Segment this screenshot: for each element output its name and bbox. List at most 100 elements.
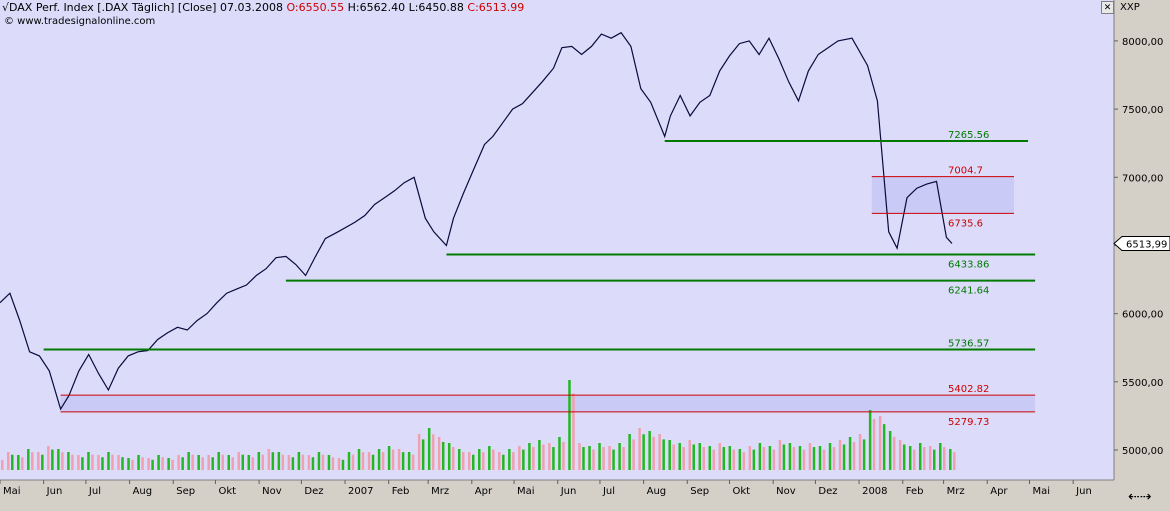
- x-tick-label: Okt: [218, 486, 236, 497]
- volume-bar: [11, 454, 14, 470]
- source-credit: © www.tradesignalonline.com: [4, 16, 156, 27]
- volume-bar: [431, 434, 435, 470]
- volume-bar: [7, 452, 10, 470]
- volume-bar: [381, 452, 385, 470]
- volume-bar: [692, 444, 695, 470]
- volume-bar: [161, 457, 164, 470]
- x-tick-label: Dez: [818, 486, 837, 497]
- chart-title: √DAX Perf. Index [.DAX Täglich] [Close] …: [2, 1, 287, 14]
- volume-bar: [461, 452, 465, 470]
- volume-bar: [612, 449, 615, 470]
- volume-bar: [107, 452, 110, 470]
- volume-bar: [251, 457, 255, 470]
- volume-bar: [337, 458, 341, 470]
- x-tick-label: Jun: [1075, 486, 1092, 497]
- volume-bar: [632, 439, 635, 470]
- volume-bar: [287, 455, 291, 470]
- volume-bar: [522, 449, 525, 470]
- volume-bar: [137, 455, 140, 470]
- close-value: C:6513.99: [467, 1, 525, 14]
- volume-bar: [572, 393, 575, 470]
- volume-bar: [658, 434, 661, 470]
- volume-bar: [662, 439, 665, 470]
- volume-bar: [111, 454, 114, 470]
- volume-bar: [518, 446, 521, 470]
- volume-bar: [792, 447, 796, 470]
- x-tick-label: Apr: [990, 486, 1008, 497]
- volume-bar: [47, 446, 50, 470]
- level-label: 5279.73: [948, 417, 989, 428]
- volume-bar: [882, 424, 886, 470]
- volume-bar: [341, 459, 345, 470]
- x-tick-label: Sep: [176, 486, 195, 497]
- volume-bar: [848, 437, 852, 470]
- volume-bar: [327, 455, 331, 470]
- volume-bar: [67, 452, 70, 470]
- volume-bar: [227, 455, 230, 470]
- volume-bar: [41, 454, 44, 470]
- volume-bar: [411, 454, 415, 470]
- volume-bar: [922, 447, 926, 470]
- volume-bar: [401, 452, 405, 470]
- volume-bar: [377, 449, 381, 470]
- volume-bar: [748, 446, 752, 470]
- level-label: 7265.56: [948, 130, 989, 141]
- last-value-marker: 6513,99: [1113, 236, 1170, 252]
- level-label: 6735.6: [948, 218, 983, 229]
- x-tick-label: Jul: [88, 486, 101, 497]
- high-value: H:6562.40: [347, 1, 406, 14]
- x-tick-label: Jun: [560, 486, 577, 497]
- level-label: 6433.86: [948, 259, 989, 270]
- x-tick-label: Okt: [733, 486, 751, 497]
- scroll-arrows-icon[interactable]: ⇠⇢: [1128, 488, 1152, 504]
- volume-bar: [902, 444, 906, 470]
- x-tick-label: Nov: [262, 486, 282, 497]
- volume-bar: [297, 452, 301, 470]
- volume-bar: [492, 449, 495, 470]
- volume-bar: [77, 455, 80, 470]
- volume-bar: [191, 454, 194, 470]
- y-tick-label: 5000,00: [1122, 446, 1163, 457]
- volume-bar: [822, 449, 826, 470]
- volume-bar: [387, 446, 391, 470]
- volume-bar: [888, 431, 892, 470]
- x-axis[interactable]: Mai Jun Jul Aug Sep Okt Nov Dez 2007 Feb Mrz Apr Mai…: [0, 480, 1092, 497]
- volume-bar: [181, 457, 184, 470]
- level-box: [60, 395, 1036, 412]
- volume-bar: [21, 457, 24, 470]
- volume-bar: [688, 440, 691, 470]
- volume-bar: [678, 443, 681, 470]
- y-tick-label: 5500,00: [1122, 378, 1163, 389]
- volume-bar: [768, 446, 772, 470]
- volume-bar: [602, 447, 605, 470]
- volume-bar: [732, 449, 736, 470]
- volume-bar: [798, 446, 802, 470]
- volume-bar: [478, 449, 481, 470]
- volume-bar: [728, 446, 732, 470]
- volume-bar: [157, 455, 160, 470]
- volume-bar: [932, 449, 936, 470]
- horizontal-levels[interactable]: 7265.56 7004.7 6735.6 6433.86 6241.64 5736.57…: [43, 130, 1036, 428]
- volume-bar: [488, 446, 491, 470]
- volume-bar: [562, 441, 565, 470]
- volume-bar: [588, 446, 591, 470]
- level-label: 5736.57: [948, 339, 989, 350]
- volume-bar: [267, 449, 271, 470]
- volume-bar: [427, 428, 431, 470]
- volume-bar: [187, 452, 190, 470]
- volume-bar: [908, 446, 912, 470]
- volume-bar: [928, 446, 932, 470]
- x-tick-label: Nov: [776, 486, 796, 497]
- x-tick-label: Aug: [133, 486, 153, 497]
- volume-bar: [718, 443, 722, 470]
- volume-bar: [117, 455, 120, 470]
- volume-bar: [51, 449, 54, 470]
- volume-bar: [548, 443, 551, 470]
- open-value: O:6550.55: [286, 1, 345, 14]
- volume-bar: [441, 441, 445, 470]
- volume-bar: [451, 447, 455, 470]
- close-icon[interactable]: ✕: [1101, 1, 1114, 14]
- volume-bar: [912, 449, 916, 470]
- volume-bar: [261, 454, 265, 470]
